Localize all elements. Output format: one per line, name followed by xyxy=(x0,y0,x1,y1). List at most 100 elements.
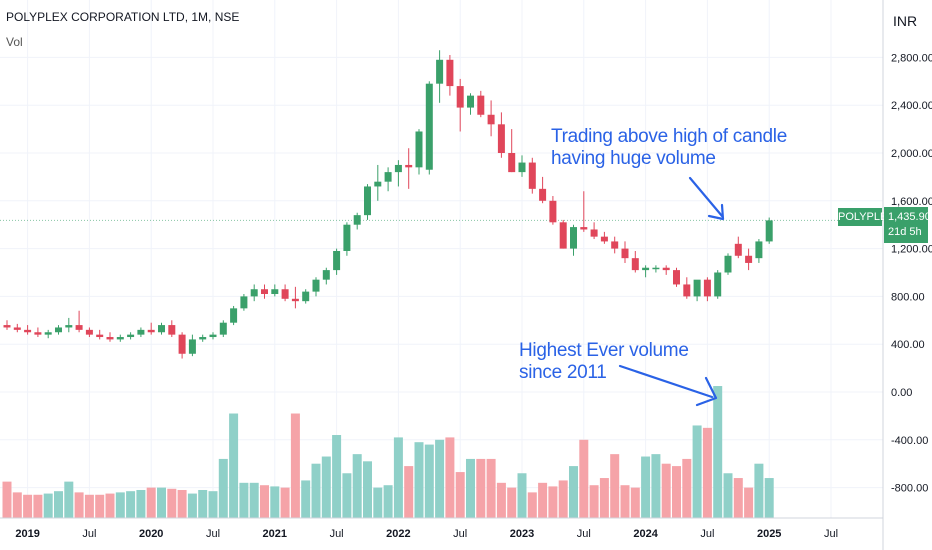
volume-indicator-label[interactable]: Vol xyxy=(6,35,23,49)
candle xyxy=(631,250,639,273)
candle xyxy=(436,50,444,103)
candle xyxy=(662,265,670,275)
candle-body xyxy=(322,270,330,280)
candle xyxy=(652,265,660,273)
volume-bar xyxy=(641,456,651,518)
y-tick-label: 400.00 xyxy=(891,339,925,351)
arrow-to-breakout-candle xyxy=(688,176,724,218)
candle xyxy=(3,320,11,330)
volume-bar xyxy=(620,485,630,518)
y-tick-label: 800.00 xyxy=(891,291,925,303)
candle-body xyxy=(302,291,310,302)
candle-body xyxy=(436,59,444,84)
x-tick-label: Jul xyxy=(453,528,467,540)
candle xyxy=(230,305,238,326)
last-price-tag: 1,435.90 21d 5h xyxy=(884,207,931,243)
candle xyxy=(85,327,93,338)
candle-body xyxy=(374,181,382,187)
candle xyxy=(343,222,351,256)
candle-body xyxy=(178,334,186,354)
volume-bar xyxy=(486,458,496,518)
candle xyxy=(734,236,742,259)
volume-bar xyxy=(548,486,558,518)
annotation-volume-line-2: since 2011 xyxy=(519,362,607,383)
volume-bar xyxy=(744,487,754,518)
candle-body xyxy=(333,250,341,271)
candle xyxy=(240,294,248,311)
candle xyxy=(714,270,722,299)
candle xyxy=(24,325,32,335)
volume-bar xyxy=(589,485,599,518)
volume-bar xyxy=(558,480,568,518)
candle xyxy=(539,176,547,204)
candle xyxy=(508,129,516,173)
candle xyxy=(745,248,753,271)
candle xyxy=(75,310,83,333)
volume-bar xyxy=(661,463,671,518)
candle xyxy=(611,236,619,254)
candle xyxy=(683,277,691,299)
candle xyxy=(333,248,341,275)
candle xyxy=(147,322,155,335)
candle-body xyxy=(209,334,217,338)
candle-body xyxy=(487,114,495,125)
candle xyxy=(456,78,464,132)
currency-label[interactable]: INR xyxy=(893,13,918,29)
annotation-breakout: Trading above high of candle having huge… xyxy=(551,126,787,170)
volume-bar xyxy=(764,478,774,518)
candle xyxy=(168,320,176,338)
candle xyxy=(65,317,73,333)
volume-bar xyxy=(249,482,259,518)
candle xyxy=(106,332,114,342)
annotation-arrows xyxy=(618,176,725,407)
volume-bar xyxy=(682,458,692,518)
volume-bar xyxy=(342,473,352,518)
candle xyxy=(127,332,135,340)
candle-body xyxy=(703,279,711,297)
volume-bar xyxy=(507,487,517,518)
candle xyxy=(467,93,474,115)
volume-bar xyxy=(455,472,465,518)
candle xyxy=(570,224,577,256)
candle-body xyxy=(559,222,567,249)
volume-bar xyxy=(692,425,702,518)
candle xyxy=(724,253,732,275)
candle-body xyxy=(106,337,114,340)
candle-body xyxy=(364,186,371,216)
candle xyxy=(364,184,371,220)
candle xyxy=(374,164,382,201)
candle-body xyxy=(271,289,279,295)
price-axis: 2,800.00 2,400.00 2,000.00 1,600.00 1,200.00… xyxy=(891,52,932,494)
volume-bar xyxy=(476,458,486,518)
volume-bar xyxy=(115,492,125,518)
candle xyxy=(312,277,320,297)
volume-bar xyxy=(146,487,156,518)
y-tick-label: -800.00 xyxy=(891,483,928,495)
candle xyxy=(693,279,701,302)
x-tick-label: 2023 xyxy=(510,528,534,540)
bar-countdown: 21d 5h xyxy=(888,226,922,238)
candle-body xyxy=(312,279,320,292)
candle xyxy=(755,239,763,263)
candle xyxy=(219,320,227,338)
annotation-volume-line-1: Highest Ever volume xyxy=(519,340,689,361)
candle xyxy=(34,327,42,338)
candle-body xyxy=(456,86,464,108)
candle-body xyxy=(611,241,619,249)
candle-body xyxy=(147,329,155,333)
candle-body xyxy=(734,243,742,256)
candle xyxy=(116,334,124,342)
candle-body xyxy=(693,279,701,297)
volume-bar xyxy=(599,478,609,518)
x-tick-label: 2020 xyxy=(139,528,163,540)
x-tick-label: Jul xyxy=(577,528,591,540)
candle-body xyxy=(261,289,268,295)
candle xyxy=(518,155,526,177)
candle xyxy=(673,267,680,287)
candle xyxy=(291,286,299,309)
candle-body xyxy=(116,337,124,340)
candle-body xyxy=(662,267,670,271)
candle xyxy=(642,265,650,278)
volume-bar xyxy=(435,439,445,518)
